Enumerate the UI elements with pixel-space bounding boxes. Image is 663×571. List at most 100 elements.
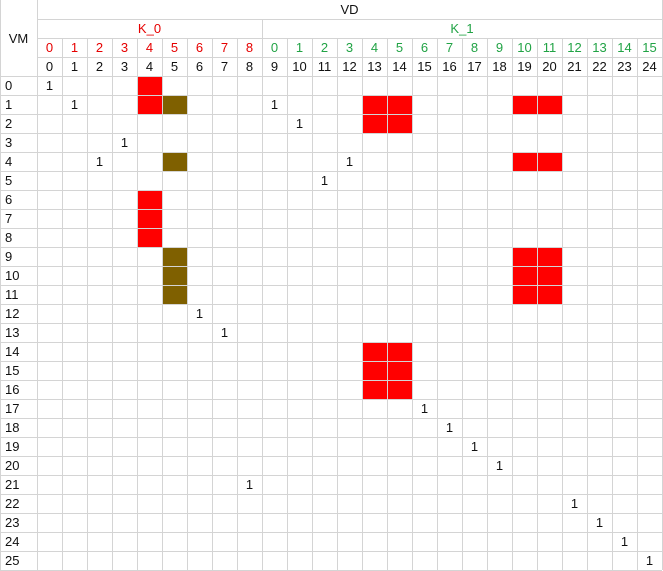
grid-line-h: [0, 190, 662, 191]
grid-line-v: [587, 38, 588, 570]
cell-value: 1: [70, 97, 79, 112]
grid-line-h: [0, 323, 662, 324]
vd-index-cell: 18: [492, 59, 507, 74]
grid-line-h: [0, 494, 662, 495]
grid-line-h: [0, 76, 662, 77]
vm-row-label: 3: [5, 135, 13, 150]
highlight-cell[interactable]: [512, 266, 537, 285]
highlight-cell[interactable]: [387, 380, 412, 399]
highlight-cell[interactable]: [387, 342, 412, 361]
highlight-cell[interactable]: [512, 152, 537, 171]
grid-line-h: [0, 209, 662, 210]
group-index-cell: 4: [370, 40, 379, 55]
group-index-cell: 5: [395, 40, 404, 55]
vd-index-cell: 14: [392, 59, 407, 74]
grid-line-v: [337, 38, 338, 570]
highlight-cell[interactable]: [137, 95, 162, 114]
highlight-cell[interactable]: [362, 95, 387, 114]
highlight-cell[interactable]: [537, 247, 562, 266]
vd-index-cell: 13: [367, 59, 382, 74]
highlight-cell[interactable]: [387, 361, 412, 380]
grid-line-h: [0, 418, 662, 419]
highlight-cell[interactable]: [137, 190, 162, 209]
vm-row-label: 5: [5, 173, 13, 188]
highlight-cell[interactable]: [137, 209, 162, 228]
highlight-cell[interactable]: [362, 361, 387, 380]
highlight-cell[interactable]: [387, 114, 412, 133]
highlight-cell[interactable]: [537, 266, 562, 285]
group-index-cell: 10: [517, 40, 532, 55]
vm-row-label: 12: [5, 306, 20, 321]
highlight-cell[interactable]: [537, 285, 562, 304]
vd-axis-label: VD: [340, 2, 359, 17]
vm-row-label: 18: [5, 420, 20, 435]
cell-value: 1: [45, 78, 54, 93]
grid-line-v: [237, 38, 238, 570]
grid-line-v: [387, 38, 388, 570]
highlight-cell[interactable]: [362, 114, 387, 133]
cell-value: 1: [470, 439, 479, 454]
grid-line-h: [0, 228, 662, 229]
vd-index-cell: 16: [442, 59, 457, 74]
grid-line-v: [412, 38, 413, 570]
vd-index-cell: 2: [95, 59, 104, 74]
vd-index-cell: 0: [45, 59, 54, 74]
highlight-cell[interactable]: [537, 95, 562, 114]
grid-line-v: [162, 38, 163, 570]
cell-value: 1: [345, 154, 354, 169]
highlight-cell[interactable]: [537, 152, 562, 171]
highlight-cell[interactable]: [512, 285, 537, 304]
highlight-cell[interactable]: [137, 76, 162, 95]
grid-line-h: [0, 532, 662, 533]
vd-index-cell: 23: [617, 59, 632, 74]
vd-index-cell: 21: [567, 59, 582, 74]
grid-line-v: [212, 38, 213, 570]
grid-line-v: [562, 38, 563, 570]
vd-index-cell: 1: [70, 59, 79, 74]
highlight-cell[interactable]: [512, 95, 537, 114]
cell-value: 1: [320, 173, 329, 188]
highlight-cell[interactable]: [162, 247, 187, 266]
grid-line-v: [262, 19, 263, 570]
vd-index-cell: 22: [592, 59, 607, 74]
group-index-cell: 8: [470, 40, 479, 55]
highlight-cell[interactable]: [137, 228, 162, 247]
vm-row-label: 2: [5, 116, 13, 131]
vd-index-cell: 9: [270, 59, 279, 74]
vm-row-label: 16: [5, 382, 20, 397]
grid-line-h: [0, 380, 662, 381]
grid-line-h: [37, 57, 662, 58]
highlight-cell[interactable]: [162, 152, 187, 171]
highlight-cell[interactable]: [162, 95, 187, 114]
grid-line-h: [0, 475, 662, 476]
group-index-cell: 2: [95, 40, 104, 55]
grid-line-h: [37, 38, 662, 39]
vm-row-label: 14: [5, 344, 20, 359]
cell-value: 1: [220, 325, 229, 340]
vm-row-label: 22: [5, 496, 20, 511]
grid-line-v: [62, 38, 63, 570]
vd-index-cell: 10: [292, 59, 307, 74]
group-index-cell: 6: [195, 40, 204, 55]
grid-line-h: [0, 399, 662, 400]
vm-axis-label: VM: [8, 30, 29, 46]
highlight-cell[interactable]: [512, 247, 537, 266]
cell-value: 1: [445, 420, 454, 435]
grid-line-v: [437, 38, 438, 570]
group-index-cell: 2: [320, 40, 329, 55]
highlight-cell[interactable]: [162, 266, 187, 285]
grid-line-v: [612, 38, 613, 570]
cell-value: 1: [120, 135, 129, 150]
grid-line-h: [0, 342, 662, 343]
vm-row-label: 20: [5, 458, 20, 473]
highlight-cell[interactable]: [362, 342, 387, 361]
group-index-cell: 1: [70, 40, 79, 55]
grid-line-v: [137, 38, 138, 570]
group-index-cell: 3: [120, 40, 129, 55]
cell-value: 1: [95, 154, 104, 169]
grid-line-v: [87, 38, 88, 570]
highlight-cell[interactable]: [387, 95, 412, 114]
highlight-cell[interactable]: [362, 380, 387, 399]
cell-value: 1: [270, 97, 279, 112]
highlight-cell[interactable]: [162, 285, 187, 304]
